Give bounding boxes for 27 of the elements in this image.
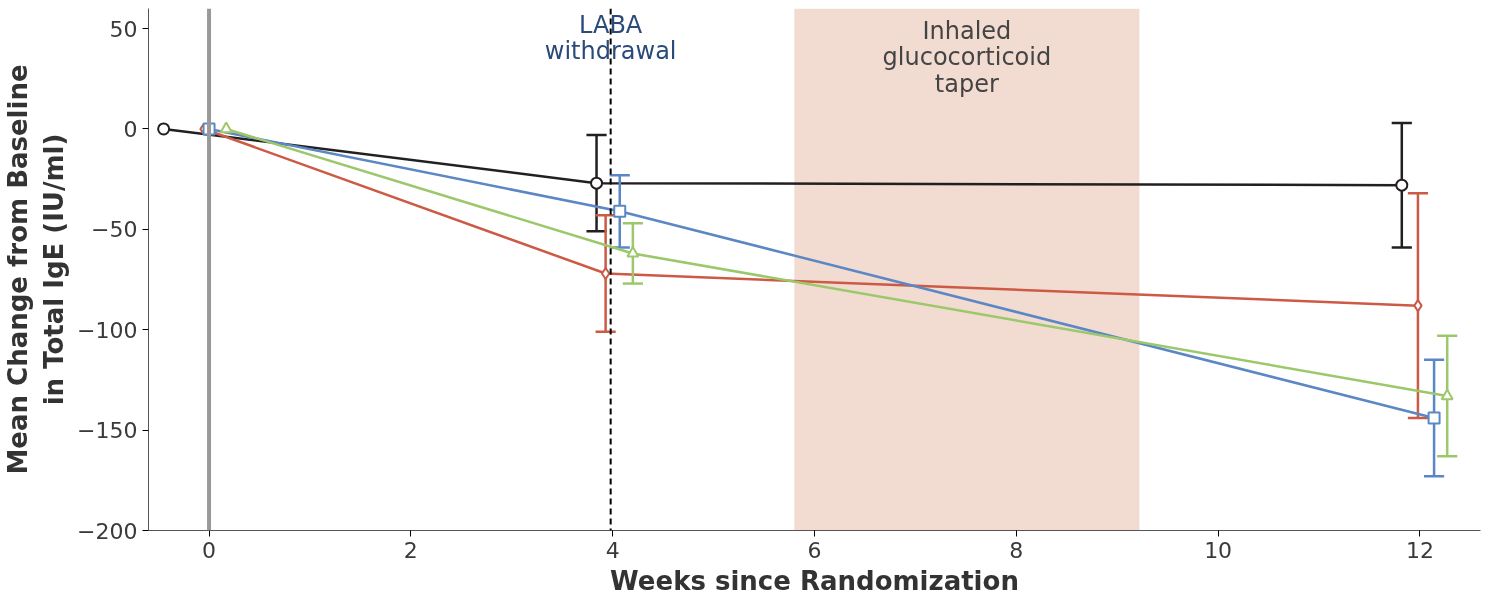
y-tick-label: −200 bbox=[77, 518, 138, 544]
ref-line-label: LABA withdrawal bbox=[544, 10, 677, 66]
y-tick-label: 0 bbox=[123, 116, 138, 142]
point bbox=[1395, 178, 1409, 192]
x-tick-label: 12 bbox=[1405, 537, 1434, 563]
point bbox=[590, 176, 604, 190]
point bbox=[600, 267, 611, 281]
point bbox=[1427, 411, 1441, 425]
x-tick-label: 6 bbox=[807, 537, 822, 563]
point bbox=[1440, 388, 1454, 401]
x-tick-label: 10 bbox=[1204, 537, 1233, 563]
x-tick-label: 8 bbox=[1009, 537, 1024, 563]
y-axis-title: Mean Change from Baseline in Total IgE (IU/ml) bbox=[3, 64, 70, 475]
point bbox=[157, 122, 171, 136]
x-tick-label: 0 bbox=[202, 537, 217, 563]
y-tick-label: 50 bbox=[109, 16, 138, 42]
x-axis-title: Weeks since Randomization bbox=[610, 565, 1019, 596]
point bbox=[626, 246, 640, 258]
point bbox=[219, 121, 233, 134]
point bbox=[613, 204, 627, 218]
point bbox=[1413, 299, 1423, 313]
x-tick-label: 4 bbox=[605, 537, 620, 563]
y-tick-label: −50 bbox=[91, 217, 138, 243]
band-label: Inhaled glucocorticoid taper bbox=[882, 16, 1052, 98]
y-tick-label: −100 bbox=[77, 317, 138, 343]
x-tick-label: 2 bbox=[403, 537, 418, 563]
y-tick-label: −150 bbox=[77, 418, 138, 444]
